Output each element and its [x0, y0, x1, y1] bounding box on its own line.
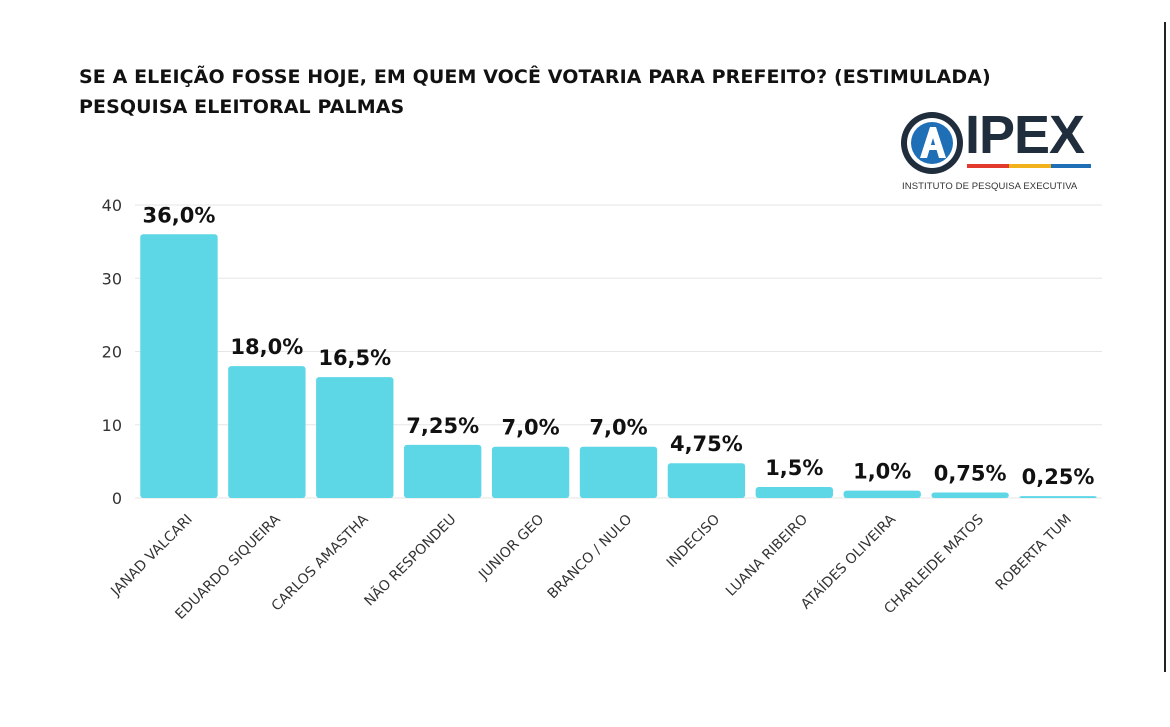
x-tick-label: NÃO RESPONDEU	[361, 511, 460, 610]
right-border-line	[1164, 22, 1166, 672]
data-label: 16,5%	[318, 346, 391, 370]
bar	[843, 490, 921, 498]
bar	[931, 492, 1009, 498]
title-line-2: PESQUISA ELEITORAL PALMAS	[79, 96, 405, 118]
ipex-emblem-icon	[901, 112, 963, 174]
data-label: 18,0%	[230, 335, 303, 359]
y-tick-label: 40	[102, 196, 122, 215]
x-tick-label: CARLOS AMASTHA	[269, 511, 372, 614]
x-tick-label: ATAÍDES OLIVEIRA	[797, 511, 899, 613]
data-labels: 36,0% 18,0% 16,5% 7,25% 7,0% 7,0% 4,75% 1,5% 1,0…	[143, 203, 1095, 489]
y-tick-label: 0	[112, 489, 122, 508]
bars	[140, 234, 1097, 499]
x-tick-label: JANAD VALCARI	[107, 512, 195, 600]
x-tick-label: INDECISO	[664, 512, 723, 571]
bar	[1019, 496, 1097, 498]
x-tick-label: BRANCO / NULO	[545, 512, 636, 603]
logo-subtitle: INSTITUTO DE PESQUISA EXECUTIVA	[902, 181, 1078, 192]
data-label: 7,25%	[406, 414, 479, 438]
x-tick-label: ROBERTA TUM	[993, 512, 1075, 594]
bar	[667, 463, 746, 498]
bar	[140, 234, 218, 499]
bar	[755, 487, 833, 498]
bar	[228, 366, 306, 498]
x-tick-label: CHARLEIDE MATOS	[881, 511, 987, 617]
y-axis: 0 10 20 30 40	[102, 196, 122, 508]
x-tick-label: LUANA RIBEIRO	[723, 512, 811, 600]
data-label: 36,0%	[143, 203, 216, 227]
x-tick-label: JUNIOR GEO	[475, 512, 547, 584]
bar	[316, 377, 394, 498]
data-label: 7,0%	[589, 416, 647, 440]
y-tick-label: 20	[102, 343, 122, 362]
chart-title: SE A ELEIÇÃO FOSSE HOJE, EM QUEM VOCÊ VO…	[79, 62, 991, 122]
data-label: 1,0%	[853, 460, 911, 484]
title-line-1: SE A ELEIÇÃO FOSSE HOJE, EM QUEM VOCÊ VO…	[79, 66, 991, 88]
bar	[579, 446, 658, 498]
logo-wordmark: IPEX	[965, 105, 1085, 165]
data-label: 7,0%	[501, 416, 559, 440]
data-label: 1,5%	[765, 456, 823, 480]
logo-stripe	[967, 164, 1091, 168]
ipex-logo: IPEX INSTITUTO DE PESQUISA EXECUTIVA	[897, 105, 1107, 205]
data-label: 0,75%	[934, 462, 1007, 486]
data-label: 4,75%	[670, 432, 743, 456]
bar	[491, 446, 570, 498]
y-tick-label: 30	[102, 269, 122, 288]
data-label: 0,25%	[1022, 465, 1095, 489]
bar	[404, 444, 482, 498]
y-tick-label: 10	[102, 416, 122, 435]
